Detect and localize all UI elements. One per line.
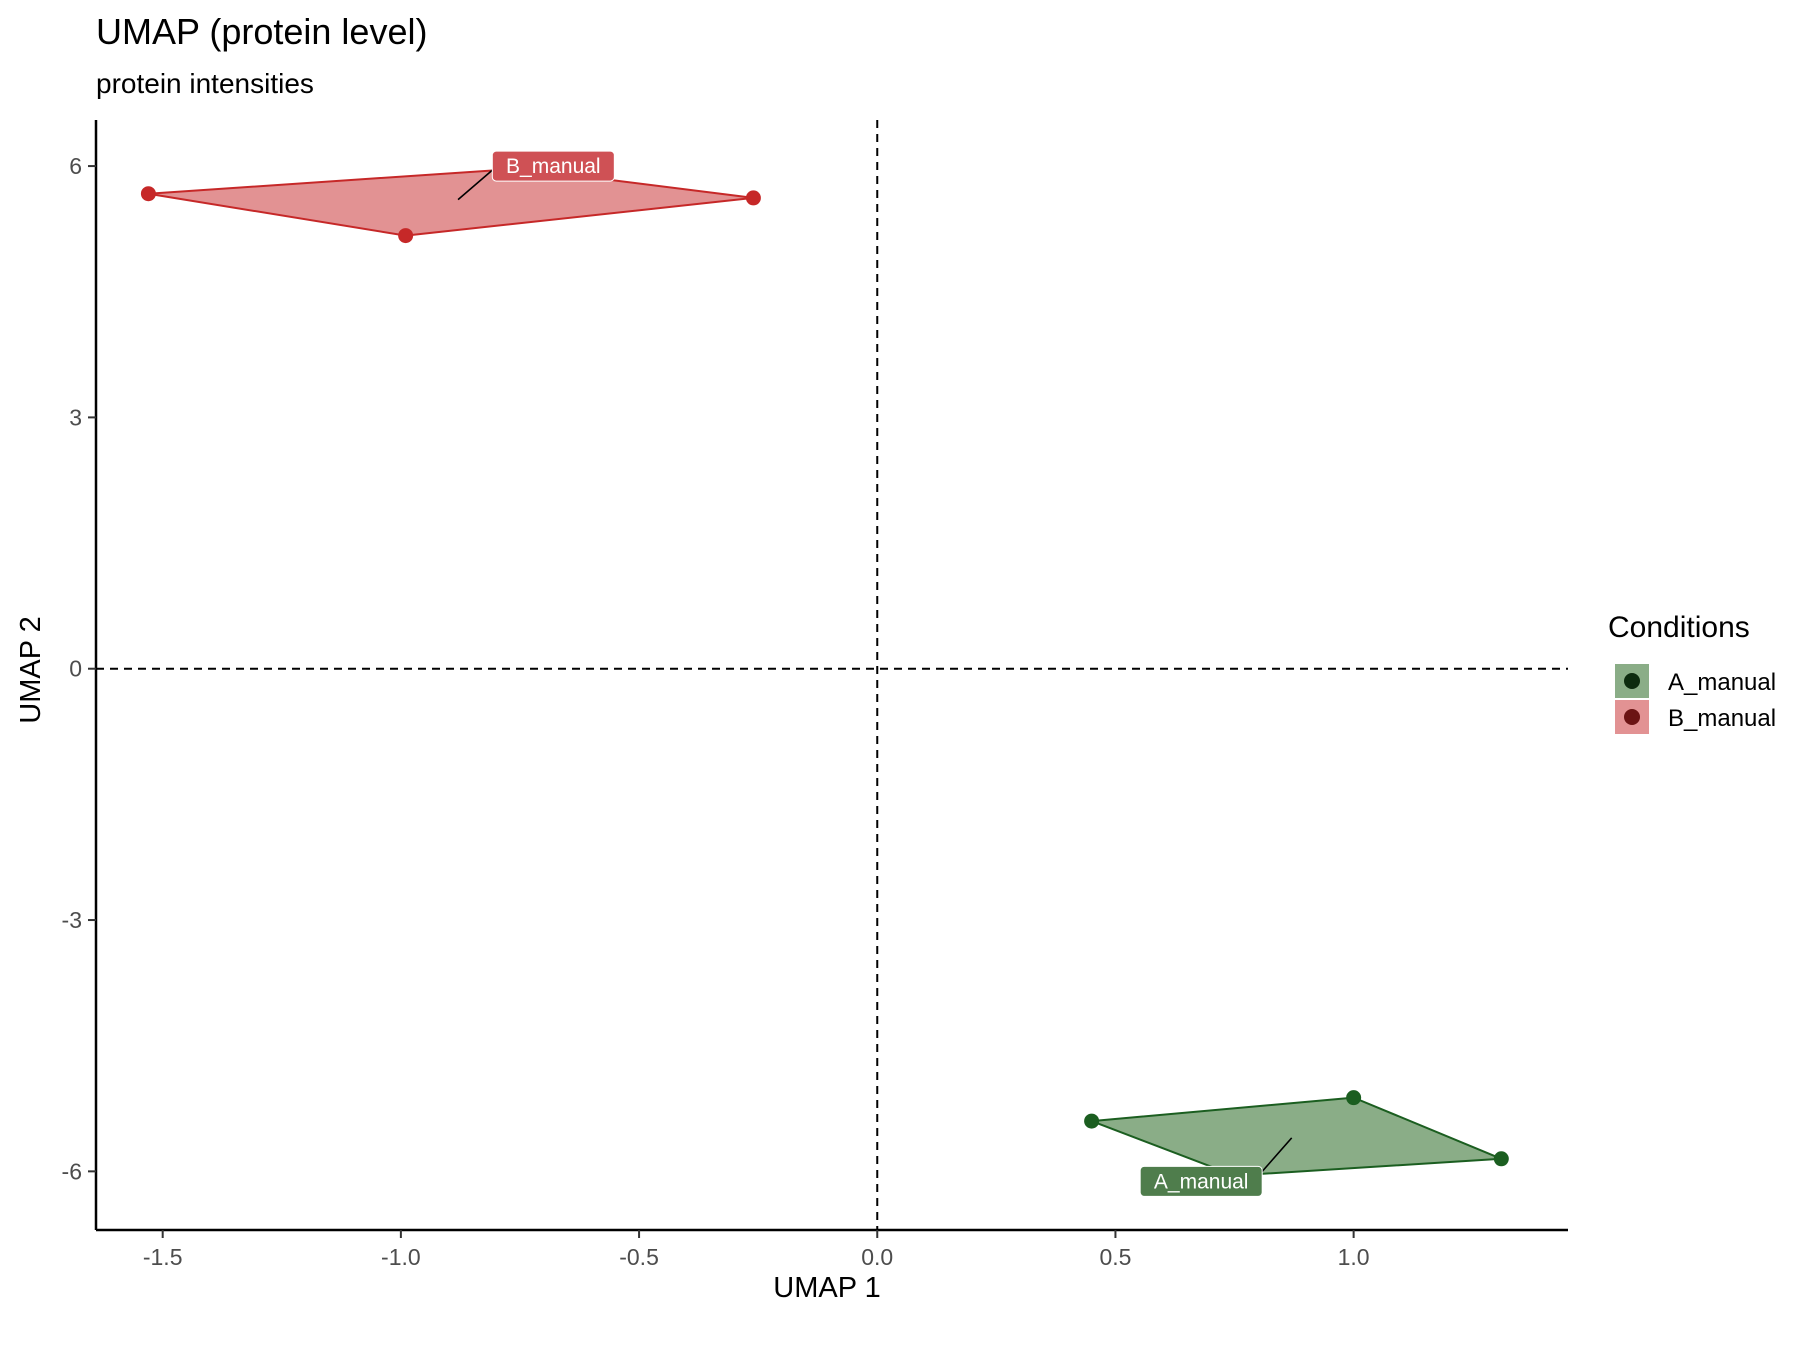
x-tick-label: -1.0 — [381, 1244, 421, 1270]
hull-label-b-manual: B_manual — [506, 155, 601, 178]
x-axis-title: UMAP 1 — [773, 1272, 880, 1304]
legend-dot-a-manual — [1624, 673, 1640, 689]
x-tick-label: -1.5 — [143, 1244, 183, 1270]
legend-label-a-manual: A_manual — [1668, 669, 1776, 696]
x-tick-label: 1.0 — [1338, 1244, 1370, 1270]
series-b-manual: B_manual — [140, 150, 761, 244]
x-tick-label: 0.5 — [1099, 1244, 1131, 1270]
y-tick-label: 6 — [69, 153, 82, 179]
x-tick-label: 0.0 — [861, 1244, 893, 1270]
chart-subtitle: protein intensities — [96, 68, 314, 99]
series-a-manual: A_manual — [1084, 1090, 1509, 1197]
legend-title: Conditions — [1608, 611, 1750, 644]
legend-item-a-manual: A_manual — [1615, 664, 1776, 698]
hull-b-manual — [147, 167, 755, 237]
y-tick-label: -6 — [62, 1158, 82, 1184]
data-point-a-manual-3 — [1493, 1151, 1509, 1167]
y-tick-label: 0 — [69, 656, 82, 682]
data-point-b-manual-3 — [745, 190, 761, 206]
hull-label-a-manual: A_manual — [1154, 1170, 1249, 1193]
hull-label-box-b-manual — [491, 150, 615, 182]
data-point-a-manual-2 — [1346, 1090, 1362, 1106]
hull-a-manual — [1090, 1096, 1503, 1177]
y-axis-title: UMAP 2 — [15, 616, 47, 723]
data-point-b-manual-2 — [398, 228, 414, 244]
chart-title: UMAP (protein level) — [96, 11, 427, 52]
legend-item-b-manual: B_manual — [1615, 700, 1776, 734]
y-tick-label: -3 — [62, 907, 82, 933]
x-tick-label: -0.5 — [619, 1244, 659, 1270]
legend-dot-b-manual — [1624, 709, 1640, 725]
legend: Conditions A_manual B_manual — [1608, 611, 1776, 734]
data-point-a-manual-1 — [1084, 1113, 1100, 1129]
data-point-b-manual-1 — [140, 186, 156, 202]
legend-label-b-manual: B_manual — [1668, 705, 1776, 732]
y-tick-label: 3 — [69, 404, 82, 430]
plot-area: A_manual B_manual -1.5 -1.0 -0.5 0.0 0.5 1.0 -6 -… — [62, 120, 1568, 1270]
hull-label-box-a-manual — [1139, 1165, 1263, 1197]
